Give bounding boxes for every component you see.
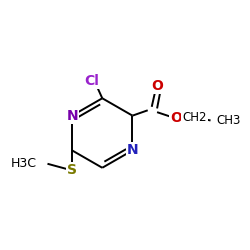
Text: S: S: [67, 164, 77, 177]
Text: N: N: [66, 109, 78, 123]
Text: CH3: CH3: [216, 114, 240, 128]
Text: Cl: Cl: [84, 74, 99, 88]
Text: CH2: CH2: [182, 111, 207, 124]
Text: H3C: H3C: [11, 157, 37, 170]
Text: O: O: [151, 79, 163, 93]
Text: N: N: [127, 144, 138, 158]
Text: O: O: [170, 110, 182, 124]
